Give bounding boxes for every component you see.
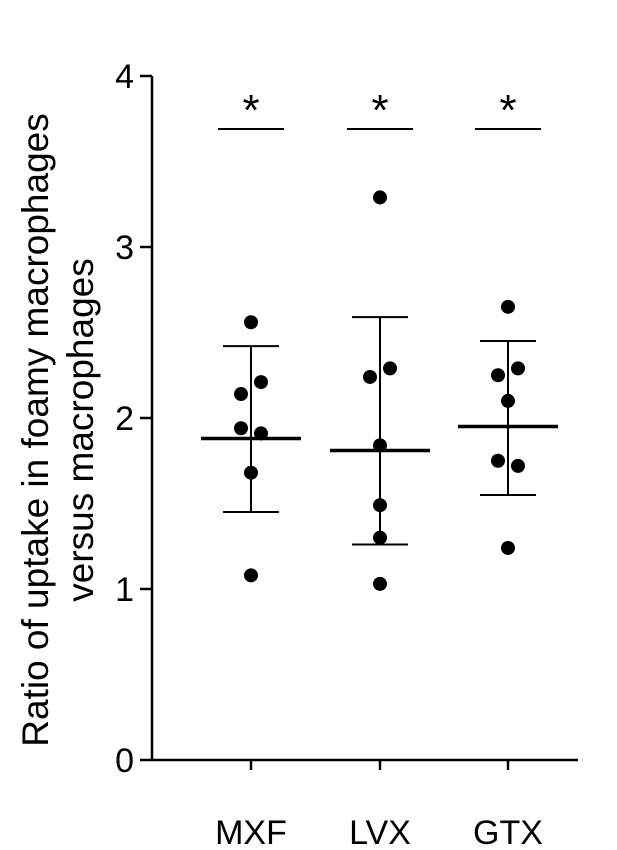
- data-point: [373, 190, 387, 205]
- data-point: [254, 375, 268, 390]
- x-category-label: MXF: [215, 814, 287, 850]
- significance-star: *: [242, 86, 259, 135]
- data-point: [501, 299, 515, 314]
- x-category-label: GTX: [473, 814, 543, 850]
- data-point: [234, 421, 248, 436]
- group-gtx: *: [458, 86, 558, 555]
- data-point: [511, 458, 525, 473]
- group-mxf: *: [201, 86, 301, 583]
- y-tick-label: 1: [115, 571, 134, 609]
- data-point: [234, 387, 248, 402]
- y-axis-label: Ratio of uptake in foamy macrophages ver…: [15, 113, 101, 746]
- significance-star: *: [499, 86, 516, 135]
- data-point: [254, 426, 268, 441]
- data-point: [244, 465, 258, 480]
- data-point: [363, 369, 377, 384]
- y-tick-label: 3: [115, 229, 134, 267]
- y-ticks: 0 1 2 3 4: [115, 58, 152, 780]
- data-point: [373, 498, 387, 513]
- y-axis-label-line-1: Ratio of uptake in foamy macrophages: [15, 113, 56, 746]
- data-point: [511, 361, 525, 376]
- group-lvx: *: [330, 86, 430, 591]
- axes: [150, 76, 578, 762]
- y-axis-label-line-2: versus macrophages: [60, 258, 101, 601]
- x-categories: MXF LVX GTX: [215, 760, 543, 850]
- data-point: [373, 576, 387, 591]
- y-tick-label: 4: [115, 58, 134, 96]
- y-tick-label: 2: [115, 400, 134, 438]
- data-point: [244, 315, 258, 330]
- data-point: [501, 540, 515, 555]
- data-point: [491, 453, 505, 468]
- x-category-label: LVX: [349, 814, 411, 850]
- data-point: [373, 530, 387, 545]
- data-point: [373, 438, 387, 453]
- data-point: [491, 368, 505, 383]
- groups: * * *: [201, 86, 558, 591]
- data-point: [383, 361, 397, 376]
- data-point: [501, 393, 515, 408]
- y-tick-label: 0: [115, 742, 134, 780]
- data-point: [244, 568, 258, 583]
- significance-star: *: [371, 86, 388, 135]
